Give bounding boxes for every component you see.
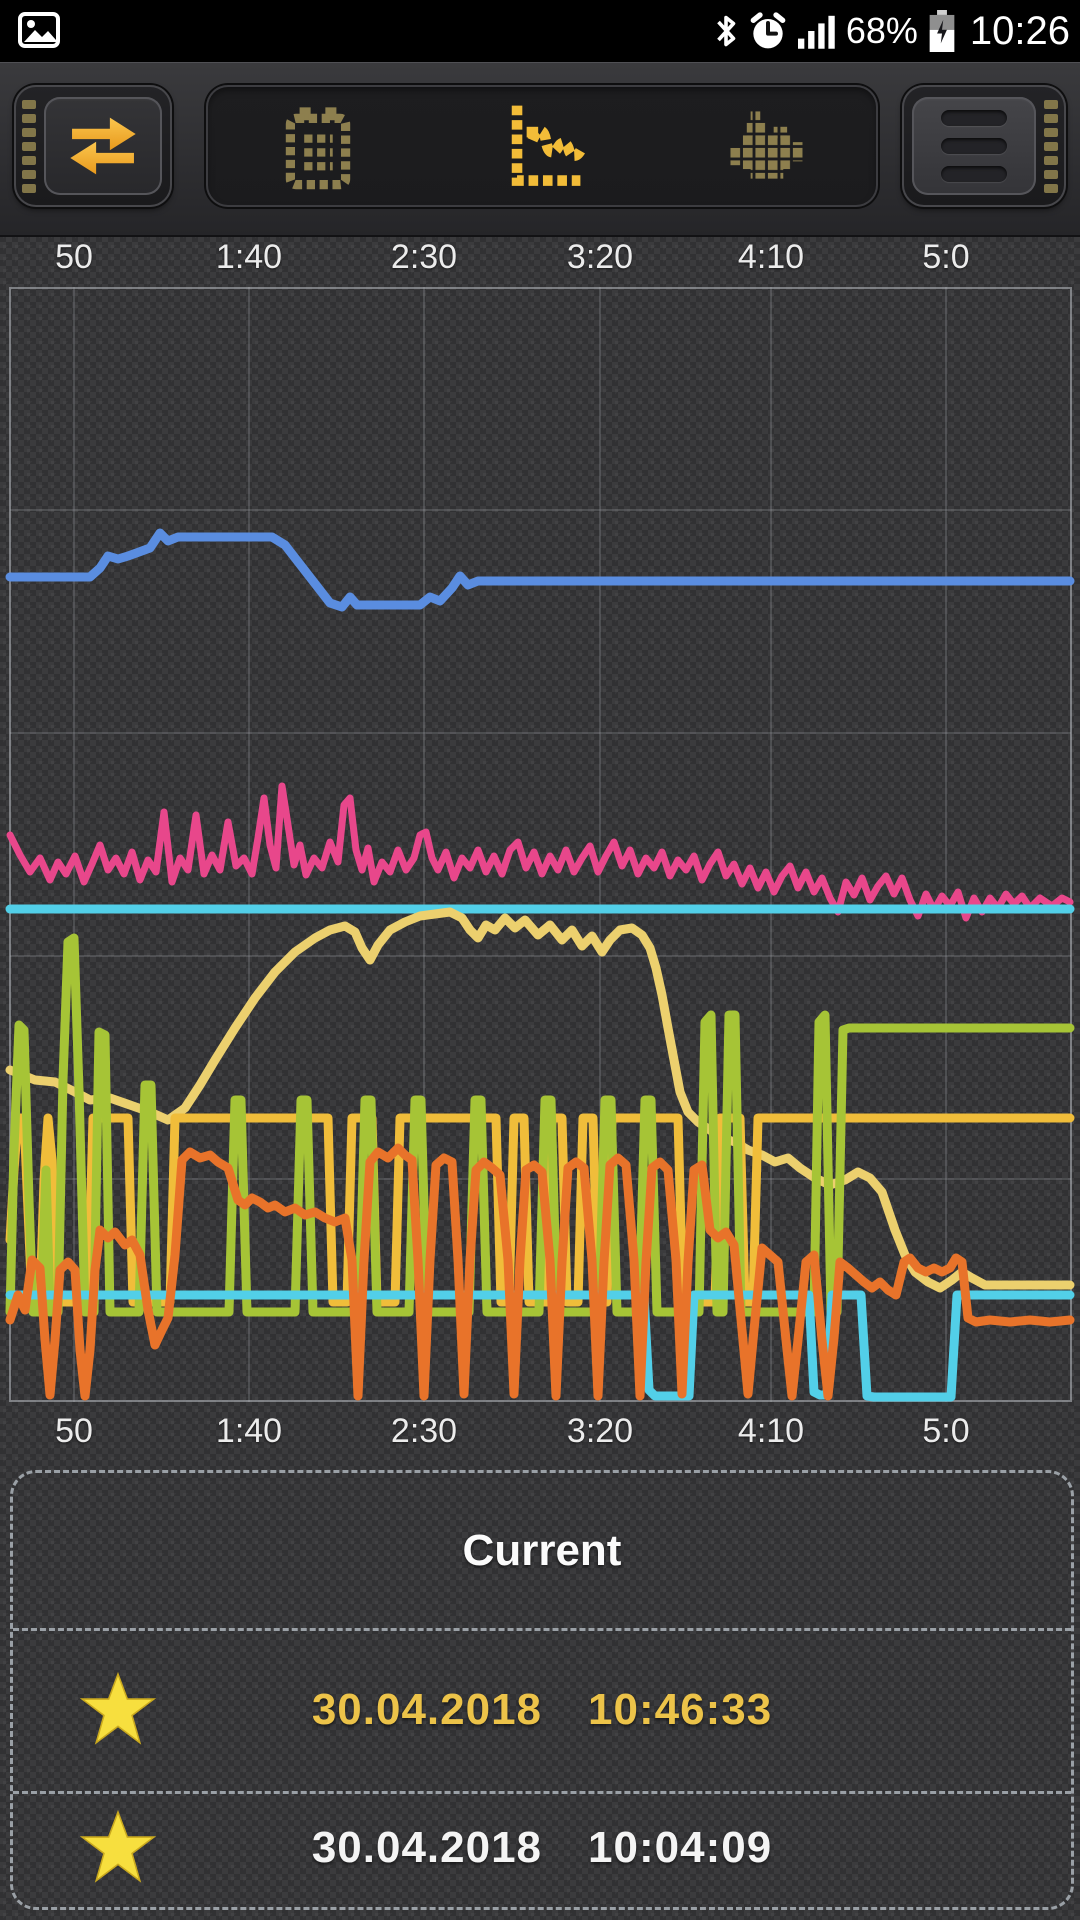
panel-title: Current [462, 1525, 622, 1575]
line-chart-icon [511, 105, 585, 186]
button-perforation [22, 99, 36, 193]
table-icon [285, 107, 351, 190]
menu-bars-icon [912, 97, 1036, 195]
session-timestamp: 30.04.2018 10:46:33 [311, 1684, 773, 1734]
session-row[interactable]: 30.04.2018 10:04:09 [13, 1791, 1071, 1904]
screenshot-notification-icon [18, 12, 60, 53]
x-tick-label: 4:10 [737, 238, 805, 276]
signal-icon [797, 15, 835, 49]
background-texture [0, 62, 1080, 1920]
x-tick-label: 2:30 [390, 1412, 458, 1450]
x-tick-label: 3:20 [566, 1412, 634, 1450]
session-timestamp: 30.04.2018 10:04:09 [311, 1822, 773, 1872]
clock-text: 10:26 [969, 8, 1070, 53]
x-tick-label: 50 [55, 1412, 93, 1450]
panel-divider [13, 1628, 1071, 1631]
x-tick-label: 5:0 [922, 1412, 970, 1450]
chart-plot[interactable] [0, 287, 1080, 1402]
session-row[interactable]: 30.04.2018 10:46:33 [13, 1628, 1071, 1791]
bluetooth-icon [716, 15, 736, 47]
chart-canvas [5, 287, 1075, 1402]
x-tick-label: 50 [55, 238, 93, 276]
swap-arrows-icon [70, 117, 136, 175]
session-panel: Current 30.04.2018 10:46:33 30.04.2018 10:… [10, 1470, 1074, 1910]
button-perforation [1044, 99, 1058, 193]
menu-button[interactable] [902, 85, 1066, 207]
battery-charging-icon [929, 10, 955, 52]
x-tick-label: 2:30 [390, 238, 458, 276]
battery-percent: 68% [845, 10, 918, 51]
x-tick-label: 1:40 [215, 238, 283, 276]
star-icon[interactable] [79, 1671, 157, 1749]
tab-graph-view[interactable] [442, 91, 642, 201]
status-bar: 68% 10:26 [0, 0, 1080, 62]
star-icon[interactable] [79, 1809, 157, 1887]
x-axis-labels-bottom: 50 1:40 2:30 3:20 4:10 5:0 [0, 1412, 1080, 1454]
swap-button[interactable] [14, 85, 172, 207]
toolbar [0, 62, 1080, 237]
x-tick-label: 4:10 [737, 1412, 805, 1450]
x-axis-labels-top: 50 1:40 2:30 3:20 4:10 5:0 [0, 238, 1080, 280]
panel-divider [13, 1791, 1071, 1794]
x-tick-label: 5:0 [922, 238, 970, 276]
alarm-clock-icon [750, 12, 786, 49]
x-tick-label: 3:20 [566, 238, 634, 276]
tab-engine-view[interactable] [666, 91, 866, 201]
view-switcher [206, 85, 878, 207]
panel-header: Current [13, 1473, 1071, 1628]
tab-table-view[interactable] [218, 91, 418, 201]
engine-icon [729, 111, 805, 179]
x-tick-label: 1:40 [215, 1412, 283, 1450]
